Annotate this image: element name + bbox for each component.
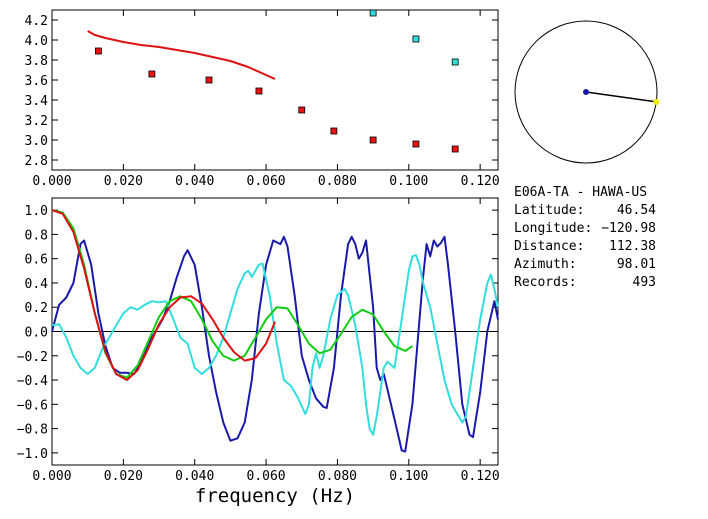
0-xtick-label: 0.100 bbox=[389, 174, 428, 189]
1-ytick-label: 0.6 bbox=[25, 253, 48, 268]
station-title: E06A-TA - HAWA-US bbox=[514, 185, 647, 200]
info-label: Azimuth: bbox=[514, 257, 577, 272]
0-point bbox=[412, 35, 420, 43]
0-xtick-label: 0.040 bbox=[175, 174, 214, 189]
event-dot bbox=[653, 98, 660, 105]
info-label: Latitude: bbox=[514, 203, 584, 218]
dispersion-plot: 0.000 0.020 0.040 0.060 0.080 0.100 0.120 2.8 3.… bbox=[25, 9, 500, 189]
info-value: −120.98 bbox=[601, 221, 656, 236]
info-value: 493 bbox=[633, 275, 656, 290]
0-point bbox=[330, 127, 338, 135]
0-xtick-label: 0.080 bbox=[318, 174, 357, 189]
1-ytick-label: −0.6 bbox=[17, 398, 48, 413]
0-ytick-label: 3.4 bbox=[25, 94, 49, 109]
info-value: 46.54 bbox=[617, 203, 656, 218]
0-point bbox=[369, 9, 377, 17]
1-ytick-label: −1.0 bbox=[17, 447, 48, 462]
station-info: E06A-TA - HAWA-US Latitude: 46.54 Longitud… bbox=[514, 185, 656, 290]
0-point bbox=[94, 47, 102, 55]
info-label: Records: bbox=[514, 275, 577, 290]
1-xtick-label: 0.060 bbox=[247, 469, 286, 484]
0-point bbox=[451, 145, 459, 153]
0-xtick-label: 0.020 bbox=[104, 174, 143, 189]
0-ytick-label: 4.0 bbox=[25, 34, 48, 49]
0-point bbox=[255, 87, 263, 95]
1-ytick-label: −0.4 bbox=[17, 374, 48, 389]
0-ytick-label: 3.2 bbox=[25, 114, 48, 129]
1-ytick-label: 0.4 bbox=[25, 277, 49, 292]
1-series-line-0 bbox=[51, 235, 499, 453]
0-point bbox=[369, 136, 377, 144]
info-label: Distance: bbox=[514, 239, 584, 254]
1-series-line-1 bbox=[51, 254, 499, 436]
1-xtick-label: 0.080 bbox=[318, 469, 357, 484]
azimuth-compass bbox=[514, 20, 660, 164]
0-point bbox=[205, 76, 213, 84]
0-xtick-label: 0.120 bbox=[461, 174, 500, 189]
info-value: 112.38 bbox=[609, 239, 656, 254]
1-ytick-label: −0.2 bbox=[17, 350, 48, 365]
0-xtick-label: 0.000 bbox=[32, 174, 71, 189]
info-value: 98.01 bbox=[617, 257, 656, 272]
coherence-plot: 0.000 0.020 0.040 0.060 0.080 0.100 0.120 −1.0 −… bbox=[17, 197, 500, 507]
1-ytick-label: 0.2 bbox=[25, 301, 48, 316]
0-ytick-label: 3.0 bbox=[25, 134, 48, 149]
1-ytick-label: 1.0 bbox=[25, 204, 48, 219]
info-label: Longitude: bbox=[514, 221, 592, 236]
1-xtick-label: 0.120 bbox=[461, 469, 500, 484]
compass-circle bbox=[514, 20, 658, 164]
1-ytick-label: 0.8 bbox=[25, 228, 48, 243]
0-ytick-label: 2.8 bbox=[25, 154, 48, 169]
0-ytick-label: 3.8 bbox=[25, 54, 48, 69]
0-point bbox=[298, 106, 306, 114]
1-xtick-label: 0.000 bbox=[32, 469, 71, 484]
1-xtick-label: 0.020 bbox=[104, 469, 143, 484]
0-xtick-label: 0.060 bbox=[247, 174, 286, 189]
1-xtick-label: 0.100 bbox=[389, 469, 428, 484]
1-ytick-label: −0.8 bbox=[17, 423, 48, 438]
0-ytick-label: 3.6 bbox=[25, 74, 48, 89]
0-point bbox=[451, 58, 459, 66]
0-frame bbox=[51, 9, 499, 171]
azimuth-line bbox=[585, 91, 657, 103]
0-point bbox=[412, 140, 420, 148]
0-series-line-2 bbox=[87, 30, 276, 80]
1-series-line-3 bbox=[51, 209, 276, 381]
1-xtick-label: 0.040 bbox=[175, 469, 214, 484]
0-point bbox=[148, 70, 156, 78]
1-xlabel: frequency (Hz) bbox=[195, 485, 355, 507]
1-ytick-label: 0.0 bbox=[25, 326, 48, 341]
station-dot bbox=[583, 89, 589, 95]
0-ytick-label: 4.2 bbox=[25, 14, 48, 29]
